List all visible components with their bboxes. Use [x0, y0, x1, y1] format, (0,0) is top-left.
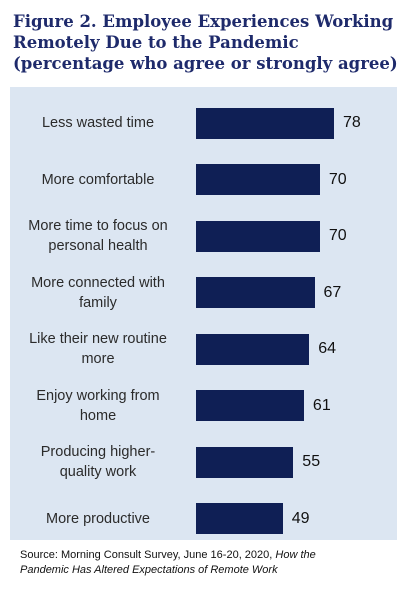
data-label: 70 — [328, 170, 347, 188]
category-label-line: more — [81, 351, 115, 367]
bar — [196, 164, 320, 195]
category-label: Producing higher-quality work — [10, 442, 186, 482]
category-label-line: Less wasted time — [41, 115, 155, 131]
category-label: Less wasted time — [10, 113, 186, 133]
source-note: Source: Morning Consult Survey, June 16-… — [20, 548, 400, 578]
source-line-2: Pandemic Has Altered Expectations of Rem… — [20, 563, 400, 578]
category-label: Like their new routine more — [10, 329, 186, 369]
bar — [196, 220, 320, 252]
bar — [196, 277, 315, 308]
category-label-line: More connected with — [31, 274, 165, 291]
category-label-line: home — [79, 407, 117, 424]
source-prefix: Source: Morning Consult Survey, June 16-… — [20, 549, 273, 561]
data-label: 49 — [291, 509, 310, 527]
category-label-line: Like their new routine — [29, 331, 167, 347]
bar — [196, 390, 304, 421]
category-label-line: Enjoy working from — [36, 387, 160, 404]
bar — [196, 333, 310, 365]
category-label-line: Producing higher- — [40, 444, 156, 460]
category-label-line: quality work — [59, 464, 137, 480]
category-label-line: family — [79, 294, 117, 311]
data-label: 70 — [328, 227, 347, 244]
source-title-part-1: How the — [275, 549, 316, 561]
chart-title: Figure 2. Employee Experiences Working R… — [13, 11, 398, 74]
category-label: More time to focus on personal health — [10, 216, 186, 256]
chart-title-line-2: Remotely Due to the Pandemic — [13, 33, 299, 52]
data-label: 55 — [302, 453, 321, 470]
source-title-part-2: Pandemic Has Altered Expectations of Rem… — [20, 564, 278, 576]
category-label-line: More comfortable — [41, 171, 155, 188]
source-line-1: Source: Morning Consult Survey, June 16-… — [20, 548, 400, 563]
category-label-line: personal health — [48, 238, 148, 254]
data-label: 61 — [312, 396, 331, 414]
chart-title-line-3: (percentage who agree or strongly agree) — [13, 54, 398, 73]
category-label-line: More productive — [46, 510, 150, 527]
data-label: 67 — [323, 283, 342, 301]
category-label: More connected with family — [10, 273, 186, 313]
category-label-line: More time to focus on — [28, 218, 168, 234]
bar — [196, 107, 334, 139]
category-label: More productive — [10, 509, 186, 529]
data-label: 64 — [318, 340, 337, 357]
bar — [196, 503, 283, 534]
category-label: Enjoy working from home — [10, 386, 186, 426]
bar — [196, 446, 294, 478]
category-label: More comfortable — [10, 170, 186, 190]
data-label: 78 — [343, 114, 361, 131]
chart-title-line-1: Figure 2. Employee Experiences Working — [13, 12, 394, 31]
